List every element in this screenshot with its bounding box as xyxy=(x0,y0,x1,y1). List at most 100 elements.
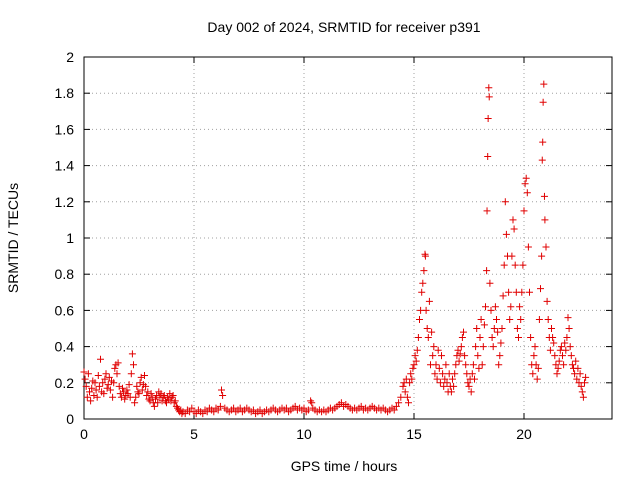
data-point xyxy=(428,328,436,336)
data-point xyxy=(256,406,264,414)
data-point xyxy=(510,225,518,233)
data-point xyxy=(123,386,131,394)
data-point xyxy=(518,288,526,296)
x-tick-label: 15 xyxy=(406,426,422,442)
y-tick-label: 0.6 xyxy=(55,302,75,318)
data-point xyxy=(81,375,89,383)
data-point xyxy=(497,339,505,347)
data-point xyxy=(143,391,151,399)
data-point xyxy=(582,373,590,381)
data-point xyxy=(538,156,546,164)
data-point xyxy=(540,192,548,200)
data-point xyxy=(392,402,400,410)
data-point xyxy=(443,379,451,387)
data-point xyxy=(406,379,414,387)
data-point xyxy=(424,334,432,342)
data-point xyxy=(532,361,540,369)
data-point xyxy=(566,343,574,351)
data-point xyxy=(521,180,529,188)
data-point xyxy=(152,395,159,403)
data-point xyxy=(490,325,498,332)
x-tick-label: 5 xyxy=(190,426,198,442)
data-point xyxy=(564,314,572,322)
data-point xyxy=(453,352,461,360)
data-point xyxy=(513,325,521,332)
data-point xyxy=(210,408,218,416)
data-point xyxy=(517,315,525,323)
data-point xyxy=(544,315,552,323)
data-point xyxy=(484,115,492,123)
data-point xyxy=(534,364,542,372)
data-point xyxy=(523,189,531,197)
data-point xyxy=(501,198,509,206)
data-point xyxy=(106,386,114,394)
data-point xyxy=(236,404,244,412)
data-point xyxy=(548,325,555,332)
data-point xyxy=(397,393,405,401)
data-point xyxy=(419,279,427,287)
chart-title: Day 002 of 2024, SRMTID for receiver p39… xyxy=(207,19,480,35)
data-point xyxy=(537,285,544,293)
data-point xyxy=(422,306,430,314)
data-point xyxy=(86,388,93,396)
data-point xyxy=(421,252,429,260)
data-point xyxy=(103,384,111,392)
data-point xyxy=(543,297,551,305)
data-point xyxy=(168,393,176,401)
data-point xyxy=(109,393,117,401)
data-point xyxy=(307,397,315,405)
data-point xyxy=(478,361,486,369)
data-point xyxy=(479,343,487,351)
data-point xyxy=(551,352,559,360)
data-point xyxy=(565,325,573,332)
data-point xyxy=(137,373,145,381)
data-point xyxy=(495,361,503,369)
data-point xyxy=(535,315,543,323)
data-point xyxy=(399,382,407,390)
data-point xyxy=(291,402,299,410)
data-point xyxy=(452,361,460,369)
data-point xyxy=(475,364,483,372)
data-point xyxy=(506,315,514,323)
data-point xyxy=(418,288,426,296)
data-point xyxy=(562,346,570,354)
data-point xyxy=(153,391,161,399)
data-point xyxy=(477,315,485,323)
data-point xyxy=(125,381,133,389)
data-point xyxy=(468,370,476,378)
data-point xyxy=(455,357,463,365)
data-point xyxy=(100,390,108,398)
data-point xyxy=(568,361,576,369)
data-point xyxy=(395,399,403,407)
data-point xyxy=(93,393,101,401)
data-point xyxy=(430,343,438,351)
data-point xyxy=(130,361,137,369)
x-tick-labels: 0 5 10 15 20 xyxy=(80,426,532,442)
data-point xyxy=(487,306,495,314)
data-point xyxy=(519,261,527,269)
data-point xyxy=(169,391,177,399)
y-axis-label: SRMTID / TECUs xyxy=(5,183,21,293)
data-point xyxy=(454,346,462,354)
data-point xyxy=(480,321,488,329)
data-point xyxy=(472,343,480,351)
data-point xyxy=(578,388,586,396)
data-point xyxy=(401,388,409,396)
data-point xyxy=(441,375,449,383)
data-point xyxy=(116,390,124,398)
data-point xyxy=(464,379,472,387)
data-point xyxy=(488,334,496,342)
data-point xyxy=(249,406,257,414)
data-point xyxy=(555,357,563,365)
data-point xyxy=(203,408,211,416)
data-point xyxy=(172,402,180,410)
data-point xyxy=(101,375,109,383)
data-point xyxy=(465,382,473,390)
data-point xyxy=(119,384,126,392)
data-point xyxy=(469,361,477,369)
data-point xyxy=(526,288,533,296)
data-point xyxy=(540,80,548,88)
data-point xyxy=(416,315,423,323)
data-point xyxy=(451,370,459,378)
data-point xyxy=(483,267,491,275)
